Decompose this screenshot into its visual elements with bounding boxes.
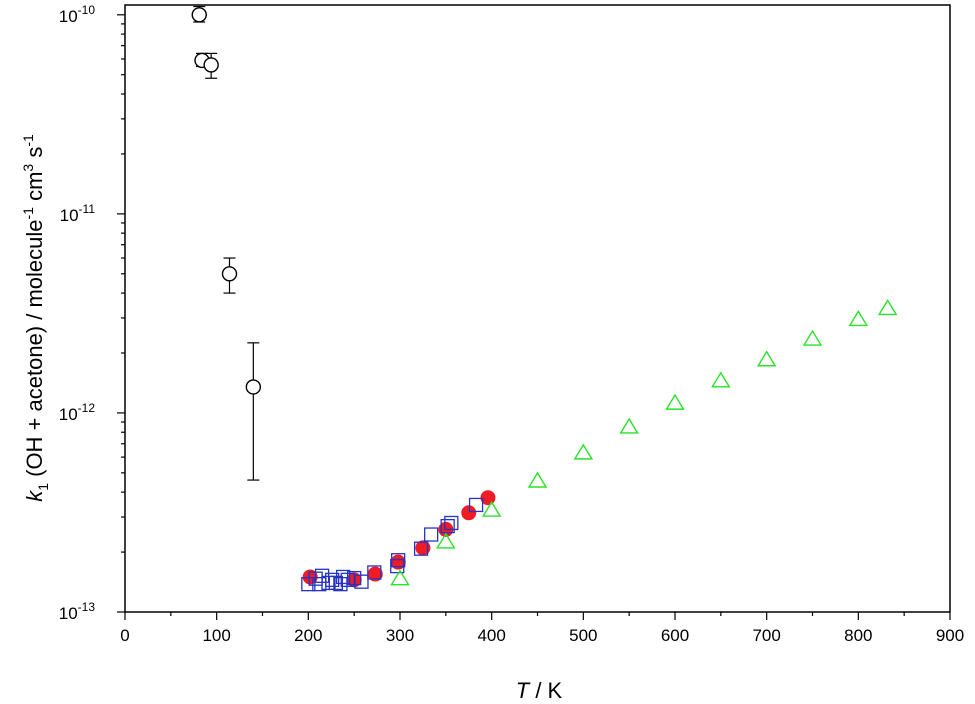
axis-ticks — [117, 14, 951, 620]
y-axis-label-k: k — [22, 490, 47, 502]
data-point-open-square — [347, 570, 362, 586]
y-axis-label-text1: (OH + acetone) / molecule — [22, 219, 47, 483]
x-tick-label: 200 — [294, 626, 322, 645]
data-point-open-triangle — [711, 371, 731, 388]
y-tick-label: 10-12 — [59, 401, 96, 424]
data-point-open-triangle — [619, 417, 639, 434]
data-point-open-square — [336, 569, 351, 585]
plot-border — [124, 4, 951, 613]
data-point-open-triangle — [756, 350, 777, 367]
x-tick-label: 500 — [569, 626, 597, 645]
data-point-open-triangle — [573, 443, 594, 460]
data-point-open-square — [391, 553, 406, 568]
data-point-open-triangle — [527, 471, 548, 488]
x-tick-label: 900 — [936, 626, 964, 645]
data-point-filled-circle — [302, 569, 318, 585]
y-axis-label-sup1: -1 — [20, 207, 36, 220]
data-point-open-circle — [203, 57, 219, 73]
data-point-open-triangle — [802, 329, 823, 346]
x-tick-label: 100 — [202, 626, 230, 645]
plot-frame — [124, 4, 951, 613]
x-tick-label: 700 — [752, 626, 780, 645]
y-axis-label-sub: 1 — [35, 483, 51, 491]
x-tick-label: 300 — [386, 626, 414, 645]
data-point-open-circle — [221, 266, 238, 282]
data-point-open-square — [321, 575, 336, 591]
data-point-open-triangle — [436, 532, 456, 549]
x-axis-label-unit: / K — [529, 678, 562, 703]
x-axis-label-var: T — [516, 678, 531, 703]
y-tick-label: 10-10 — [59, 3, 96, 26]
data-point-open-triangle — [390, 569, 410, 586]
data-point-open-triangle — [481, 500, 502, 517]
data-point-open-square — [333, 577, 348, 592]
x-axis-label: T / K — [516, 678, 563, 703]
data-point-open-square — [413, 541, 429, 556]
y-axis-label-sup3: -1 — [20, 134, 36, 147]
data-point-open-square — [424, 527, 439, 542]
x-tick-label: 400 — [477, 626, 505, 645]
data-point-open-triangle — [848, 310, 869, 327]
y-axis-label-text3: s — [22, 147, 47, 164]
y-axis-label-sup2: 3 — [20, 164, 36, 172]
x-tick-label: 0 — [120, 626, 129, 645]
data-point-open-triangle — [877, 299, 898, 316]
y-tick-labels: 10-10 10-11 10-12 10-13 — [59, 3, 96, 623]
y-tick-label: 10-13 — [59, 600, 96, 623]
data-point-filled-circle — [461, 505, 477, 521]
data-point-open-square — [325, 572, 340, 588]
x-tick-labels: 0 100 200 300 400 500 600 700 800 900 — [120, 626, 964, 645]
data-point-open-circle — [245, 379, 262, 395]
data-point-open-square — [468, 497, 484, 513]
y-tick-label: 10-11 — [60, 202, 96, 225]
data-point-open-circle — [191, 7, 207, 23]
data-point-open-square — [440, 518, 455, 534]
data-point-open-square — [367, 565, 382, 580]
data-point-open-square — [301, 577, 316, 592]
data-point-open-triangle — [665, 393, 685, 410]
x-tick-label: 600 — [661, 626, 689, 645]
data-point-open-square — [354, 574, 369, 589]
y-axis-label: k1 (OH + acetone) / molecule-1 cm3 s-1 — [20, 134, 51, 502]
y-axis-label-text2: cm — [22, 172, 47, 207]
data-point-open-square — [444, 515, 459, 531]
x-tick-label: 800 — [844, 626, 872, 645]
data-marks — [191, 5, 898, 592]
